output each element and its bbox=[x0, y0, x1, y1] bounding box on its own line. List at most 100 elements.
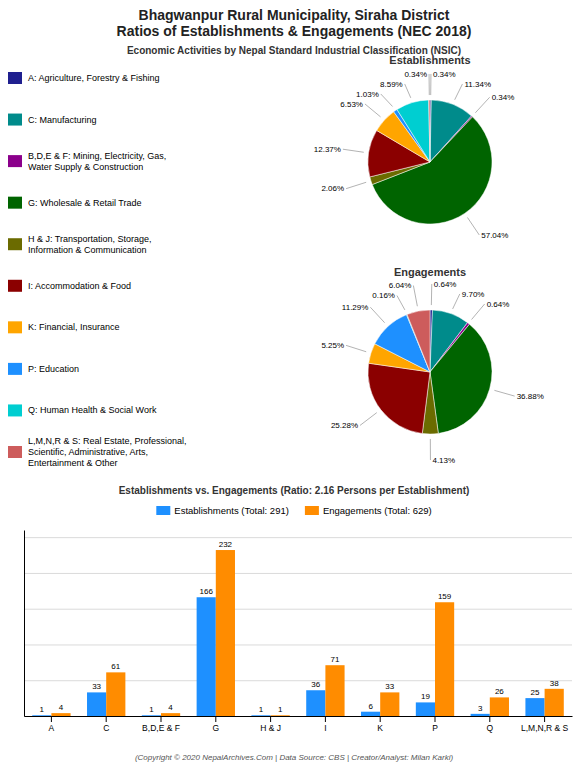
text-line: H & J: Transportation, Storage, bbox=[28, 234, 152, 244]
axis-line bbox=[24, 531, 25, 717]
tick bbox=[24, 644, 572, 645]
tick-mark bbox=[106, 716, 107, 722]
legend-entry: I: Accommodation & Food bbox=[28, 281, 131, 291]
leader-line bbox=[467, 217, 479, 234]
data-label: 0.34% bbox=[404, 70, 427, 79]
tick-label: Q bbox=[486, 723, 493, 733]
text-line: Q: Human Health & Social Work bbox=[28, 405, 157, 415]
data-label: 6.53% bbox=[340, 100, 363, 109]
bar bbox=[471, 714, 490, 716]
tick: K bbox=[377, 716, 383, 733]
data-label: 8.59% bbox=[380, 80, 403, 89]
text-line: Entertainment & Other bbox=[28, 458, 118, 468]
data-label: 1 bbox=[149, 705, 154, 714]
text-line: Information & Communication bbox=[28, 245, 147, 255]
text-line: A: Agriculture, Forestry & Fishing bbox=[28, 73, 160, 83]
tick: H & J bbox=[260, 716, 281, 733]
legend-entry: A: Agriculture, Forestry & Fishing bbox=[28, 73, 160, 83]
data-label: 6 bbox=[368, 702, 373, 711]
text-line: Bhagwanpur Rural Municipality, Siraha Di… bbox=[139, 7, 450, 23]
data-label: 1 bbox=[40, 705, 45, 714]
bar bbox=[361, 712, 380, 716]
legend-swatch bbox=[8, 155, 22, 167]
legend-entry: Establishments (Total: 291) bbox=[174, 505, 289, 516]
tick-mark bbox=[270, 716, 271, 722]
tick: B,D,E & F bbox=[142, 716, 180, 733]
data-label: 4.13% bbox=[432, 456, 455, 465]
tick: Q bbox=[486, 716, 493, 733]
bar bbox=[525, 698, 544, 716]
text-line: G: Wholesale & Retail Trade bbox=[28, 198, 142, 208]
bar bbox=[490, 697, 509, 716]
bars bbox=[32, 550, 564, 716]
pie-slice bbox=[430, 324, 492, 433]
text-line: Water Supply & Construction bbox=[28, 162, 143, 172]
legend-entry: B,D,E & F: Mining, Electricity, Gas,Wate… bbox=[28, 151, 166, 172]
bar bbox=[435, 602, 454, 716]
bar bbox=[271, 715, 290, 716]
tick: L,M,N,R & S bbox=[521, 716, 569, 733]
bar bbox=[545, 689, 564, 716]
leader-line bbox=[413, 286, 417, 307]
tick-label: C bbox=[103, 723, 109, 733]
leader-line bbox=[430, 439, 431, 460]
data-label: 33 bbox=[385, 682, 394, 691]
data-label: 0.16% bbox=[372, 291, 395, 300]
tick-label: P bbox=[432, 723, 438, 733]
pie-slice bbox=[429, 100, 430, 162]
tick-mark bbox=[380, 716, 381, 722]
leader-line bbox=[472, 304, 485, 320]
bar bbox=[306, 690, 325, 716]
chart: Bhagwanpur Rural Municipality, Siraha Di… bbox=[0, 0, 588, 768]
leader-line bbox=[365, 104, 381, 117]
tick-label: L,M,N,R & S bbox=[521, 723, 569, 733]
legend-item: Establishments (Total: 291) bbox=[156, 505, 289, 516]
legend-swatch bbox=[8, 72, 22, 84]
tick-mark bbox=[215, 716, 216, 722]
legend-swatch bbox=[8, 280, 22, 292]
data-label: 71 bbox=[331, 655, 340, 664]
legend-entry: G: Wholesale & Retail Trade bbox=[28, 198, 142, 208]
data-label: 25.28% bbox=[331, 421, 358, 430]
grid-line bbox=[24, 644, 572, 645]
data-label: 36.88% bbox=[517, 392, 544, 401]
pie: 0.34%11.34%0.34%57.04%2.06%12.37%6.53%1.… bbox=[314, 70, 515, 240]
title: Bhagwanpur Rural Municipality, Siraha Di… bbox=[117, 7, 472, 39]
text-line: Scientific, Administrative, Arts, bbox=[28, 447, 148, 457]
pie-slice bbox=[368, 363, 430, 433]
bar bbox=[325, 665, 344, 716]
legend-swatch bbox=[8, 363, 22, 375]
data-label: 2.06% bbox=[321, 184, 344, 193]
data-label: 0.34% bbox=[433, 70, 456, 79]
footer: (Copyright © 2020 NepalArchives.Com | Da… bbox=[135, 753, 454, 762]
pie-slice bbox=[397, 100, 430, 162]
legend-swatch bbox=[8, 446, 22, 458]
legend-entry: P: Education bbox=[28, 364, 79, 374]
leader-line bbox=[381, 94, 393, 107]
data-label: 1 bbox=[259, 705, 264, 714]
tick: I bbox=[324, 716, 326, 733]
tick-mark bbox=[435, 716, 436, 722]
data-label: 11.34% bbox=[464, 80, 491, 89]
text-line: C: Manufacturing bbox=[28, 115, 97, 125]
data-label: 6.04% bbox=[389, 281, 412, 290]
legend-entry: K: Financial, Insurance bbox=[28, 322, 120, 332]
bar bbox=[142, 715, 161, 716]
data-label: 36 bbox=[311, 680, 320, 689]
data-label: 11.29% bbox=[342, 303, 369, 312]
bar bbox=[32, 715, 51, 716]
data-label: 19 bbox=[421, 692, 430, 701]
text-line: L,M,N,R & S: Real Estate, Professional, bbox=[28, 436, 187, 446]
legend: A: Agriculture, Forestry & Fishing C: Man… bbox=[8, 72, 187, 468]
data-label: 25 bbox=[531, 688, 540, 697]
leader-line bbox=[370, 307, 384, 323]
data-label: 0.34% bbox=[492, 93, 515, 102]
data-label: 38 bbox=[550, 679, 559, 688]
legend-entry: L,M,N,R & S: Real Estate, Professional,S… bbox=[28, 436, 187, 468]
legend-swatch bbox=[305, 506, 319, 515]
leader-line bbox=[494, 390, 514, 396]
text-line: B,D,E & F: Mining, Electricity, Gas, bbox=[28, 151, 166, 161]
tick-label: B,D,E & F bbox=[142, 723, 180, 733]
data-label: 0.64% bbox=[487, 300, 510, 309]
data-label: 1.03% bbox=[356, 90, 379, 99]
